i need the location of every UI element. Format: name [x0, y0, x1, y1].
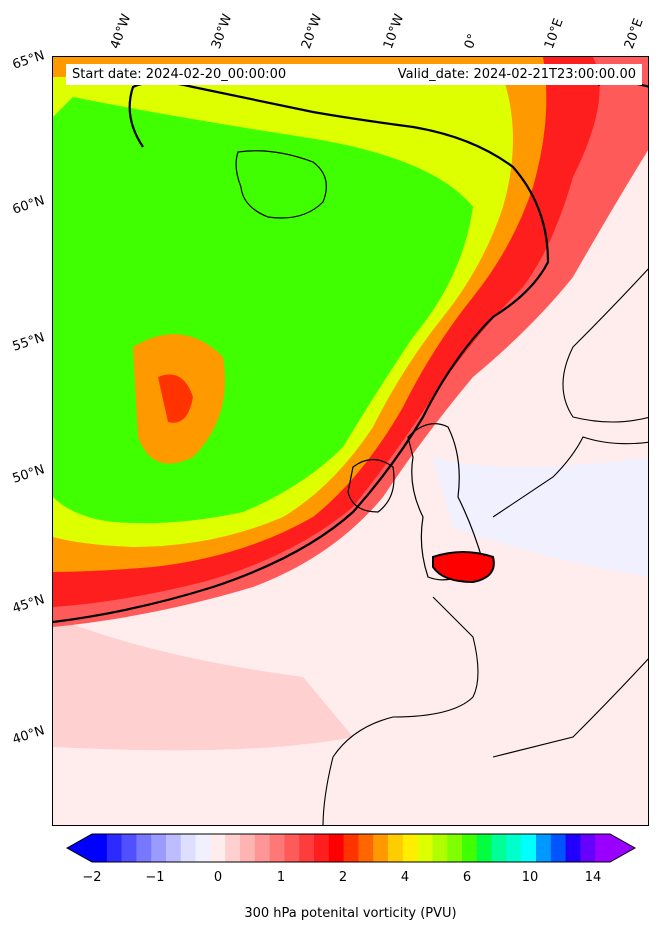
colorbar-swatch [417, 834, 433, 862]
colorbar-tick: 14 [584, 870, 602, 885]
colorbar-swatch [284, 834, 300, 862]
colorbar-swatch [491, 834, 507, 862]
colorbar-swatch [195, 834, 211, 862]
lon-label-10w: 10°W [380, 12, 408, 51]
lat-label-55n: 55°N [10, 330, 47, 355]
colorbar-outline [65, 833, 637, 863]
colorbar-swatch [225, 834, 241, 862]
colorbar-swatch [121, 834, 137, 862]
colorbar-swatch [550, 834, 567, 862]
start-date-label: Start date: 2024-02-20_00:00:00 [66, 64, 362, 85]
lon-label-10e: 10°E [541, 16, 567, 51]
pv-field [53, 57, 648, 825]
lon-label-0: 0° [461, 31, 482, 51]
colorbar-swatch [388, 834, 404, 862]
colorbar-tick: 1 [276, 870, 286, 885]
colorbar-swatch [402, 834, 419, 862]
lat-label-50n: 50°N [10, 462, 47, 487]
colorbar-swatch [106, 834, 123, 862]
colorbar-swatch [447, 834, 463, 862]
lon-label-20e: 20°E [621, 16, 647, 51]
colorbar-swatch [92, 834, 108, 862]
colorbar-swatch [565, 834, 581, 862]
colorbar-swatch [328, 834, 345, 862]
colorbar-swatch [180, 834, 197, 862]
lon-label-20w: 20°W [298, 12, 326, 51]
colorbar-extend-min [67, 834, 92, 862]
colorbar-swatch [580, 834, 596, 862]
colorbar-swatch [521, 834, 537, 862]
colorbar-swatch [151, 834, 167, 862]
colorbar-tick: 10 [521, 870, 539, 885]
colorbar-swatch [536, 834, 552, 862]
lat-label-40n: 40°N [10, 723, 47, 748]
colorbar-tick: 4 [400, 870, 410, 885]
valid-date-label: Valid_date: 2024-02-21T23:00:00.00 [356, 64, 642, 85]
colorbar-tick: 6 [462, 870, 472, 885]
lat-label-65n: 65°N [10, 48, 47, 73]
colorbar-swatch [373, 834, 389, 862]
colorbar-swatch [595, 834, 611, 862]
colorbar-extend-max [610, 834, 635, 862]
colorbar-tick: 2 [338, 870, 348, 885]
colorbar-tick: 0 [213, 870, 223, 885]
lat-label-45n: 45°N [10, 592, 47, 617]
colorbar-swatch [506, 834, 522, 862]
colorbar [65, 833, 637, 863]
colorbar-tick: −2 [82, 870, 102, 885]
colorbar-swatch [358, 834, 374, 862]
colorbar-swatch [136, 834, 152, 862]
colorbar-swatch [269, 834, 285, 862]
colorbar-swatch [254, 834, 271, 862]
pv-map [52, 56, 649, 826]
colorbar-swatch [343, 834, 359, 862]
colorbar-title: 300 hPa potenital vorticity (PVU) [244, 906, 457, 921]
colorbar-tick: −1 [145, 870, 165, 885]
lon-label-40w: 40°W [107, 12, 135, 51]
colorbar-swatch [299, 834, 315, 862]
lat-label-60n: 60°N [10, 193, 47, 218]
colorbar-swatch [314, 834, 330, 862]
colorbar-swatch [432, 834, 448, 862]
colorbar-swatch [240, 834, 256, 862]
colorbar-swatch [476, 834, 493, 862]
colorbar-swatch [462, 834, 478, 862]
colorbar-swatch [210, 834, 226, 862]
lon-label-30w: 30°W [208, 12, 236, 51]
colorbar-swatch [166, 834, 182, 862]
